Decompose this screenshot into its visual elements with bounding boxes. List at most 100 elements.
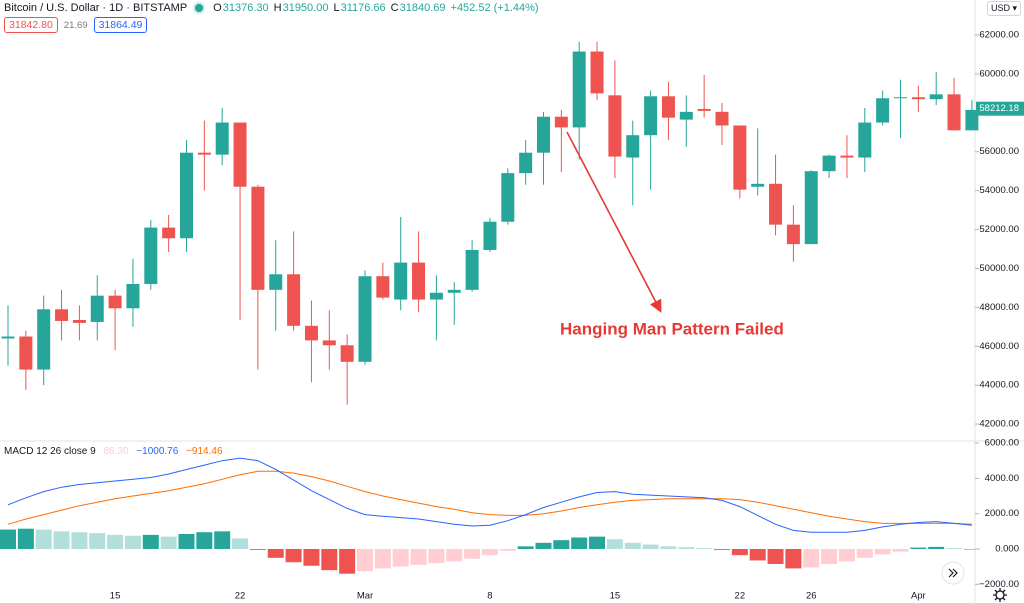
histogram-bar bbox=[660, 546, 677, 549]
histogram-bar bbox=[928, 546, 945, 549]
y-tick-label: 2000.00 bbox=[985, 508, 1019, 519]
candle-body bbox=[304, 325, 318, 341]
histogram-bar bbox=[374, 548, 391, 569]
currency-select[interactable]: USD ▾ bbox=[987, 1, 1022, 16]
histogram-bar bbox=[606, 539, 623, 549]
histogram-bar bbox=[481, 548, 498, 556]
candle-body bbox=[608, 95, 622, 157]
candle-body bbox=[72, 319, 86, 323]
ohlc-legend: O31376.30 H31950.00 L31176.66 C31840.69 bbox=[213, 2, 450, 14]
trade-boxes: 31842.80 21.69 31864.49 bbox=[4, 17, 148, 33]
buy-price[interactable]: 31864.49 bbox=[93, 17, 148, 33]
market-status bbox=[195, 4, 204, 12]
candle-body bbox=[894, 97, 907, 99]
candle-body bbox=[911, 97, 925, 100]
histogram-bar bbox=[517, 546, 534, 549]
candle-body bbox=[733, 125, 747, 190]
candle-body bbox=[447, 289, 461, 293]
candle-body bbox=[269, 274, 283, 290]
candle-body bbox=[715, 111, 729, 126]
candle-body bbox=[769, 183, 783, 225]
x-tick-label: 15 bbox=[110, 591, 121, 602]
candle-body bbox=[483, 221, 497, 250]
candle-body bbox=[340, 345, 354, 362]
candle-body bbox=[751, 183, 765, 187]
candle-body bbox=[661, 96, 675, 118]
sell-price[interactable]: 31842.80 bbox=[4, 17, 58, 33]
candle-body bbox=[501, 173, 515, 222]
x-tick-label: 15 bbox=[610, 591, 621, 602]
y-tick-label: 62000.00 bbox=[979, 30, 1019, 41]
histogram-bar bbox=[107, 534, 124, 549]
candle-body bbox=[965, 109, 979, 131]
spread: 21.69 bbox=[63, 19, 88, 31]
candle-body bbox=[858, 122, 872, 158]
ohlc-value: 31376.30 bbox=[222, 2, 269, 14]
histogram-bar bbox=[142, 534, 159, 549]
histogram-bar bbox=[303, 548, 320, 566]
x-tick-label: Mar bbox=[357, 591, 373, 602]
histogram-bar bbox=[838, 548, 855, 562]
histogram-bar bbox=[678, 547, 695, 549]
y-tick-label: 42000.00 bbox=[979, 419, 1019, 430]
candle-body bbox=[429, 292, 443, 300]
settings-button[interactable] bbox=[993, 588, 1007, 602]
candle-body bbox=[537, 116, 550, 153]
candle-body bbox=[697, 108, 711, 111]
ohlc-value: 31176.66 bbox=[340, 2, 386, 14]
histogram-bar bbox=[285, 548, 302, 563]
ohlc-value: 31840.69 bbox=[399, 2, 446, 14]
histogram-bar bbox=[357, 548, 373, 572]
candle-body bbox=[287, 274, 301, 326]
histogram-bar bbox=[0, 529, 16, 549]
candle-body bbox=[786, 224, 800, 245]
histogram-bar bbox=[339, 548, 356, 574]
histogram-bar bbox=[535, 542, 552, 549]
candle-body bbox=[90, 295, 104, 322]
histogram-bar bbox=[624, 542, 641, 549]
signal-line bbox=[7, 470, 972, 525]
histogram-bar bbox=[803, 548, 820, 568]
candle-body bbox=[126, 283, 140, 309]
candle-body bbox=[37, 309, 51, 370]
histogram-bar bbox=[767, 548, 784, 564]
histogram-bar bbox=[71, 532, 88, 549]
y-tick-label: 54000.00 bbox=[979, 185, 1019, 196]
candle-body bbox=[162, 227, 176, 239]
histogram-bar bbox=[89, 533, 106, 549]
ohlc-key: O bbox=[213, 2, 222, 14]
candle-body bbox=[108, 295, 122, 309]
histogram-bar bbox=[392, 548, 409, 567]
histogram-bar bbox=[749, 548, 766, 561]
ohlc-value: 31950.00 bbox=[282, 2, 329, 14]
y-tick-label: 48000.00 bbox=[979, 302, 1019, 313]
candle-body bbox=[840, 155, 854, 158]
histogram-bar bbox=[232, 538, 249, 549]
candle-body bbox=[180, 152, 193, 239]
histogram-bar bbox=[53, 531, 70, 549]
candle-body bbox=[197, 152, 211, 155]
candle-body bbox=[215, 122, 229, 155]
candle-body bbox=[465, 249, 479, 290]
histogram-bar bbox=[214, 531, 231, 549]
histogram-bar bbox=[892, 548, 909, 552]
histogram-bar bbox=[17, 528, 34, 549]
ohlc-key: H bbox=[273, 2, 282, 14]
candle-body bbox=[572, 51, 586, 128]
y-tick-label: 4000.00 bbox=[985, 473, 1019, 484]
histogram-bar bbox=[571, 537, 588, 549]
candle-body bbox=[804, 171, 818, 245]
candle-body bbox=[358, 276, 372, 362]
histogram-legend: 86.30 bbox=[103, 446, 129, 457]
signal-legend-value: −914.46 bbox=[186, 446, 223, 457]
histogram-bar bbox=[874, 548, 891, 555]
y-tick-label: −2000.00 bbox=[979, 579, 1019, 590]
y-tick-label: 60000.00 bbox=[979, 68, 1019, 79]
candle-body bbox=[55, 309, 69, 321]
macd-legend-value: −1000.76 bbox=[136, 446, 179, 457]
scroll-button[interactable] bbox=[941, 561, 965, 585]
y-tick-label: 6000.00 bbox=[985, 438, 1019, 449]
y-tick-label: 46000.00 bbox=[979, 341, 1019, 352]
candle-body bbox=[554, 116, 568, 128]
